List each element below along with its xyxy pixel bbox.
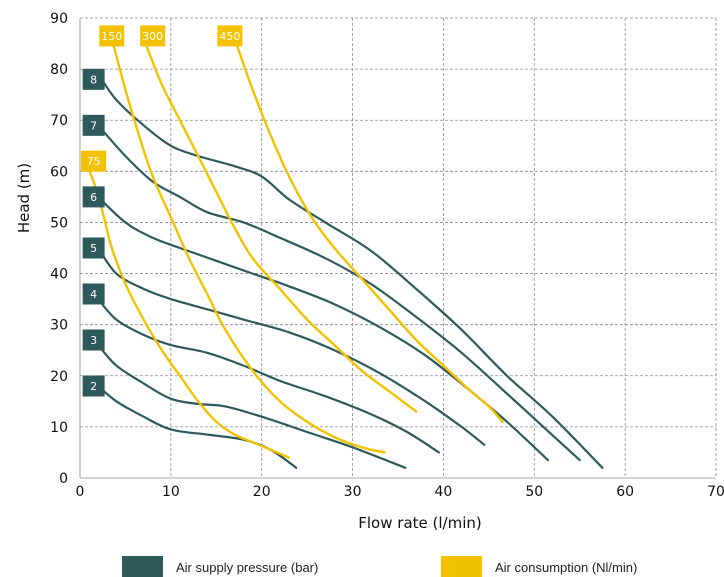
- badge-box: [82, 375, 105, 397]
- badge-box: [81, 150, 107, 172]
- consumption-curve-450: [233, 37, 504, 423]
- curves: [83, 37, 604, 469]
- badge-label: 8: [90, 73, 97, 86]
- curve-badges: 8 7 75 6 5 4 3 2 150 300 450: [81, 25, 243, 397]
- curve-badge-8: 8: [82, 68, 105, 90]
- curve-badge-300: 300: [140, 25, 166, 47]
- curve-badge-3: 3: [82, 329, 105, 351]
- pressure-curve-7: [97, 124, 581, 462]
- badge-label: 7: [90, 119, 97, 132]
- badge-box: [82, 237, 105, 259]
- badge-box: [82, 329, 105, 351]
- badge-label: 2: [90, 380, 97, 393]
- consumption-curve-150: [110, 37, 386, 454]
- badge-box: [82, 186, 105, 208]
- badge-label: 450: [219, 30, 240, 43]
- y-tick-label: 30: [50, 318, 68, 334]
- badge-label: 6: [90, 191, 97, 204]
- pressure-curve-6: [97, 195, 549, 462]
- badge-label: 3: [90, 334, 97, 347]
- badge-label: 5: [90, 242, 97, 255]
- y-tick-label: 40: [50, 267, 68, 283]
- y-tick-label: 10: [50, 420, 68, 436]
- badge-box: [82, 114, 105, 136]
- y-tick-label: 0: [59, 471, 68, 487]
- pressure-curve-4: [97, 298, 440, 454]
- y-tick-label: 80: [50, 62, 68, 78]
- consumption-curve-75: [83, 159, 291, 459]
- legend-label: Air consumption (Nl/min): [495, 560, 637, 575]
- badge-box: [99, 25, 125, 47]
- legend-swatch: [122, 556, 163, 577]
- curve-badge-2: 2: [82, 375, 105, 397]
- x-axis-title: Flow rate (l/min): [358, 514, 481, 532]
- x-tick-label: 10: [162, 484, 180, 500]
- x-tick-label: 20: [253, 484, 271, 500]
- badge-label: 4: [90, 288, 97, 301]
- x-tick-label: 0: [76, 484, 85, 500]
- consumption-curve-300: [142, 37, 418, 413]
- badge-label: 150: [101, 30, 122, 43]
- x-tick-label: 30: [344, 484, 362, 500]
- legend-item-consumption: Air consumption (Nl/min): [441, 556, 637, 577]
- y-axis-title: Head (m): [15, 163, 33, 233]
- curve-badge-450: 450: [217, 25, 243, 47]
- pressure-curve-8: [97, 73, 604, 469]
- curve-badge-6: 6: [82, 186, 105, 208]
- tick-labels: 0 10 20 30 40 50 60 70 0 10 20 30 40 50 60 70 80 90: [50, 11, 724, 500]
- badge-box: [82, 283, 105, 305]
- legend-label: Air supply pressure (bar): [176, 560, 318, 575]
- curve-badge-150: 150: [99, 25, 125, 47]
- pressure-curve-5: [97, 246, 486, 446]
- legend: Air supply pressure (bar) Air consumption…: [122, 556, 637, 577]
- badge-box: [217, 25, 243, 47]
- y-tick-label: 50: [50, 215, 68, 231]
- badge-box: [140, 25, 166, 47]
- pressure-curve-3: [97, 344, 407, 469]
- grid: [79, 17, 717, 479]
- y-tick-label: 90: [50, 11, 68, 27]
- x-tick-label: 40: [435, 484, 453, 500]
- y-tick-label: 60: [50, 164, 68, 180]
- curve-badge-5: 5: [82, 237, 105, 259]
- y-tick-label: 20: [50, 369, 68, 385]
- legend-swatch: [441, 556, 482, 577]
- badge-label: 75: [87, 155, 101, 168]
- x-tick-label: 50: [525, 484, 543, 500]
- curve-badge-4: 4: [82, 283, 105, 305]
- badge-box: [82, 68, 105, 90]
- badge-label: 300: [142, 30, 163, 43]
- legend-item-pressure: Air supply pressure (bar): [122, 556, 318, 577]
- x-tick-label: 60: [616, 484, 634, 500]
- curve-badge-75: 75: [81, 150, 107, 172]
- x-tick-label: 70: [707, 484, 724, 500]
- curve-badge-7: 7: [82, 114, 105, 136]
- y-tick-label: 70: [50, 113, 68, 129]
